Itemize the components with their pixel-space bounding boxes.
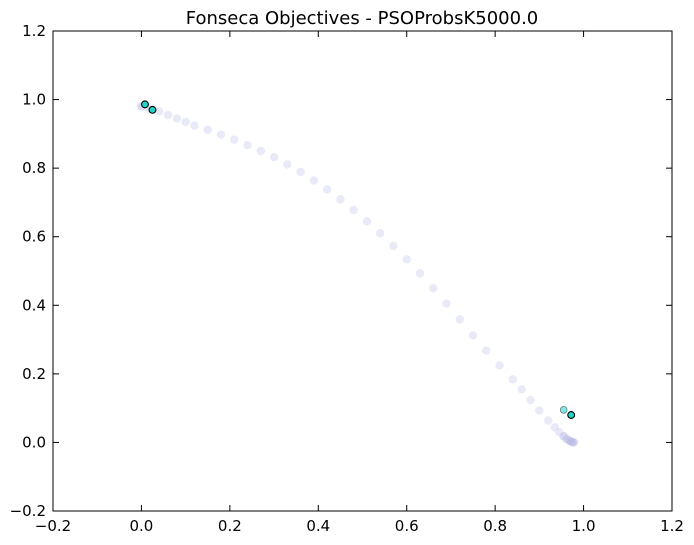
highlighted-point (148, 105, 157, 114)
y-tick-label: 0.0 (22, 433, 46, 451)
x-tick-label: 0.8 (483, 517, 507, 535)
y-tick-label: 0.4 (22, 296, 46, 314)
front-point (455, 315, 464, 324)
front-point (230, 135, 239, 144)
front-point (154, 107, 164, 116)
front-point (535, 406, 544, 415)
highlighted-point (567, 411, 576, 419)
front-point (429, 283, 438, 293)
front-point (190, 121, 199, 130)
y-tick-label: 1.0 (22, 91, 46, 109)
front-point (269, 152, 279, 162)
highlighted-points-layer (141, 100, 576, 419)
x-tick-label: 1.2 (660, 517, 684, 535)
front-point (181, 117, 190, 127)
front-point (336, 195, 345, 204)
front-point (203, 125, 212, 134)
front-point (256, 146, 266, 156)
front-point (442, 299, 451, 308)
x-tick-label: 0.4 (306, 517, 330, 535)
y-tick-label: 1.2 (22, 22, 46, 40)
front-point (544, 416, 553, 425)
front-point (296, 167, 305, 177)
front-point (322, 185, 332, 194)
front-point (163, 110, 173, 120)
x-tick-label: 0.0 (129, 517, 153, 535)
y-tick-label: 0.8 (22, 159, 46, 177)
front-point (482, 346, 491, 355)
front-point (216, 130, 226, 139)
axes-layer: −0.2 0.0 0.2 0.4 0.6 0.8 1.0 1.2 −0.2 0.0 0.2 0.4 0.… (10, 22, 684, 535)
y-tick-label: 0.6 (22, 228, 46, 246)
front-point (172, 114, 181, 123)
front-point (349, 205, 358, 215)
front-point (402, 255, 411, 264)
y-tick-label: 0.2 (22, 365, 46, 383)
front-point (362, 217, 372, 226)
front-point (375, 229, 385, 238)
front-point (526, 395, 535, 405)
x-tick-label: 0.2 (218, 517, 242, 535)
x-tick-label: 1.0 (572, 517, 596, 535)
front-point (508, 375, 518, 384)
front-point (517, 385, 526, 394)
highlighted-point (141, 100, 149, 109)
x-tick-label: 0.6 (395, 517, 419, 535)
front-point (309, 176, 319, 185)
front-point (569, 438, 579, 447)
front-point (243, 140, 252, 150)
y-tick-label: −0.2 (10, 502, 46, 520)
front-point (495, 361, 504, 370)
front-point (415, 269, 425, 278)
x-tick-label: −0.2 (35, 517, 71, 535)
pareto-front-layer (137, 102, 579, 447)
highlighted-point (559, 406, 568, 414)
front-point (389, 241, 398, 251)
front-point (283, 160, 292, 169)
chart-title: Fonseca Objectives - PSOProbsK5000.0 (186, 8, 539, 29)
plot-area-frame (52, 30, 673, 512)
front-point (468, 331, 478, 340)
